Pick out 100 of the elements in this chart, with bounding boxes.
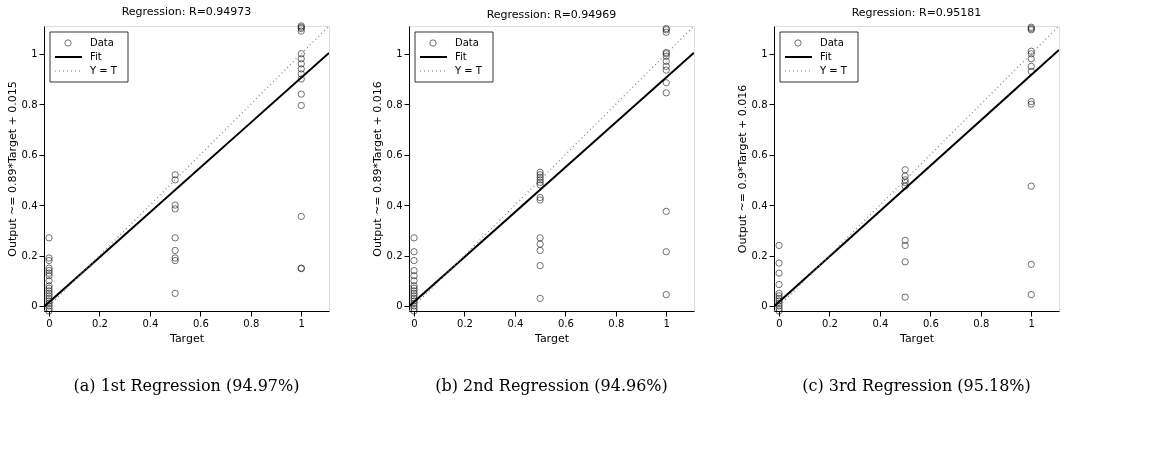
point — [901, 172, 909, 180]
point — [45, 257, 53, 265]
chart-title: Regression: R=0.94973 — [121, 5, 252, 19]
point — [297, 55, 305, 63]
x-tick-label: 1 — [298, 317, 305, 329]
point — [662, 207, 670, 215]
y-tick-label: 0.6 — [751, 149, 768, 161]
x-tick-label: 0.4 — [507, 317, 524, 329]
point — [662, 57, 670, 65]
legend-label: Fit — [90, 51, 102, 62]
point — [901, 236, 909, 244]
point — [410, 277, 418, 285]
y-axis-title: Output ~= 0.9*Target + 0.016 — [735, 84, 749, 254]
point — [662, 291, 670, 299]
point — [775, 241, 783, 249]
x-tick-label: 0.2 — [457, 317, 473, 329]
point — [1027, 67, 1035, 75]
y-tick-label: 0.8 — [386, 98, 403, 110]
point — [775, 269, 783, 277]
x-tick-label: 0 — [776, 317, 783, 329]
y-tick-label: 0.8 — [751, 98, 768, 110]
x-tick-label: 0.6 — [557, 317, 574, 329]
point — [536, 246, 544, 255]
point — [45, 277, 53, 285]
text: (b) 2nd Regression (94.96%) — [435, 376, 668, 395]
legend-label: Fit — [455, 51, 467, 62]
y-tick-label: 1 — [761, 48, 768, 60]
point — [662, 62, 670, 70]
x-tick-label: 0.2 — [92, 317, 108, 329]
y-tick-label: 0.4 — [386, 199, 403, 211]
point — [410, 248, 418, 256]
y-tick-label: 1 — [396, 48, 403, 60]
x-tick-label: 0.2 — [822, 317, 838, 329]
legend-label: Fit — [820, 51, 832, 62]
point — [297, 90, 305, 98]
point — [171, 289, 179, 297]
point — [297, 50, 305, 58]
legend-label: Data — [820, 37, 844, 48]
point — [410, 234, 418, 242]
point — [1027, 47, 1035, 55]
point — [297, 65, 305, 73]
point — [1027, 182, 1035, 190]
x-axis-title: Target — [533, 331, 570, 345]
y-axis-title: Output ~= 0.89*Target + 0.016 — [370, 81, 384, 257]
point — [901, 258, 909, 266]
y-tick-label: 0.6 — [21, 149, 38, 161]
legend-label: Y = T — [89, 65, 118, 76]
chart-title: Regression: R=0.94969 — [486, 7, 617, 21]
y-tick-label: 0.4 — [751, 199, 768, 211]
x-tick-label: 0.4 — [872, 317, 889, 329]
point — [536, 193, 544, 202]
point — [1027, 291, 1035, 299]
point — [662, 66, 670, 74]
point — [297, 60, 305, 68]
x-tick-label: 0.8 — [973, 317, 990, 329]
point — [45, 234, 53, 242]
point — [171, 246, 179, 255]
point — [171, 171, 179, 179]
y-axis-title: Output ~= 0.89*Target + 0.015 — [5, 81, 19, 257]
point — [410, 267, 418, 275]
text: (c) 3rd Regression (95.18%) — [802, 376, 1031, 395]
legend-label: Y = T — [819, 65, 848, 76]
point — [662, 248, 670, 256]
x-tick-label: 0.6 — [192, 317, 209, 329]
point — [901, 293, 909, 301]
point — [536, 196, 544, 204]
point — [536, 294, 544, 302]
y-tick-label: 0.6 — [386, 149, 403, 161]
x-tick-label: 0 — [411, 317, 418, 329]
point — [662, 89, 670, 97]
point — [410, 257, 418, 265]
point — [1027, 260, 1035, 268]
point — [297, 101, 305, 109]
point — [171, 234, 179, 242]
point — [901, 241, 909, 249]
point — [1027, 55, 1035, 63]
y-tick-label: 0.2 — [21, 250, 38, 262]
point — [171, 254, 179, 262]
x-tick-label: 0.8 — [243, 317, 260, 329]
legend-label: Data — [455, 37, 479, 48]
point — [171, 176, 179, 184]
y-tick-label: 0.2 — [751, 250, 768, 262]
legend-label: Y = T — [454, 65, 483, 76]
y-tick-label: 0 — [761, 300, 768, 312]
point — [536, 234, 544, 242]
y-tick-label: 0 — [396, 300, 403, 312]
point — [775, 280, 783, 289]
point — [297, 212, 305, 220]
x-tick-label: 0 — [46, 317, 53, 329]
point — [171, 205, 179, 213]
y-tick-label: 0 — [31, 300, 38, 312]
point — [775, 259, 783, 267]
y-tick-label: 0.4 — [21, 199, 38, 211]
x-tick-label: 0.8 — [608, 317, 625, 329]
x-tick-label: 0.4 — [142, 317, 159, 329]
point — [901, 182, 909, 190]
point — [297, 75, 305, 83]
point — [1027, 50, 1035, 58]
y-tick-label: 0.2 — [386, 250, 403, 262]
point — [410, 272, 418, 280]
